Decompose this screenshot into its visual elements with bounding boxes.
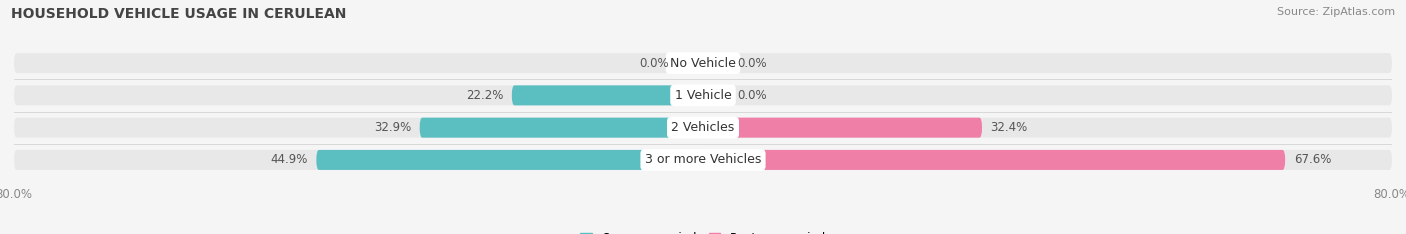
Text: 44.9%: 44.9% bbox=[270, 154, 308, 166]
FancyBboxPatch shape bbox=[512, 85, 703, 105]
FancyBboxPatch shape bbox=[14, 150, 1392, 170]
FancyBboxPatch shape bbox=[14, 53, 1392, 73]
Text: HOUSEHOLD VEHICLE USAGE IN CERULEAN: HOUSEHOLD VEHICLE USAGE IN CERULEAN bbox=[11, 7, 347, 21]
Text: 0.0%: 0.0% bbox=[738, 57, 768, 69]
Text: Source: ZipAtlas.com: Source: ZipAtlas.com bbox=[1277, 7, 1395, 17]
Legend: Owner-occupied, Renter-occupied: Owner-occupied, Renter-occupied bbox=[575, 227, 831, 234]
FancyBboxPatch shape bbox=[14, 118, 1392, 138]
Text: 1 Vehicle: 1 Vehicle bbox=[675, 89, 731, 102]
FancyBboxPatch shape bbox=[419, 118, 703, 138]
FancyBboxPatch shape bbox=[703, 150, 1285, 170]
Text: 32.9%: 32.9% bbox=[374, 121, 411, 134]
Text: No Vehicle: No Vehicle bbox=[671, 57, 735, 69]
Text: 32.4%: 32.4% bbox=[991, 121, 1028, 134]
Text: 3 or more Vehicles: 3 or more Vehicles bbox=[645, 154, 761, 166]
FancyBboxPatch shape bbox=[14, 85, 1392, 105]
Text: 22.2%: 22.2% bbox=[465, 89, 503, 102]
Text: 2 Vehicles: 2 Vehicles bbox=[672, 121, 734, 134]
Text: 67.6%: 67.6% bbox=[1294, 154, 1331, 166]
Text: 0.0%: 0.0% bbox=[738, 89, 768, 102]
Text: 0.0%: 0.0% bbox=[638, 57, 669, 69]
FancyBboxPatch shape bbox=[703, 118, 981, 138]
FancyBboxPatch shape bbox=[316, 150, 703, 170]
